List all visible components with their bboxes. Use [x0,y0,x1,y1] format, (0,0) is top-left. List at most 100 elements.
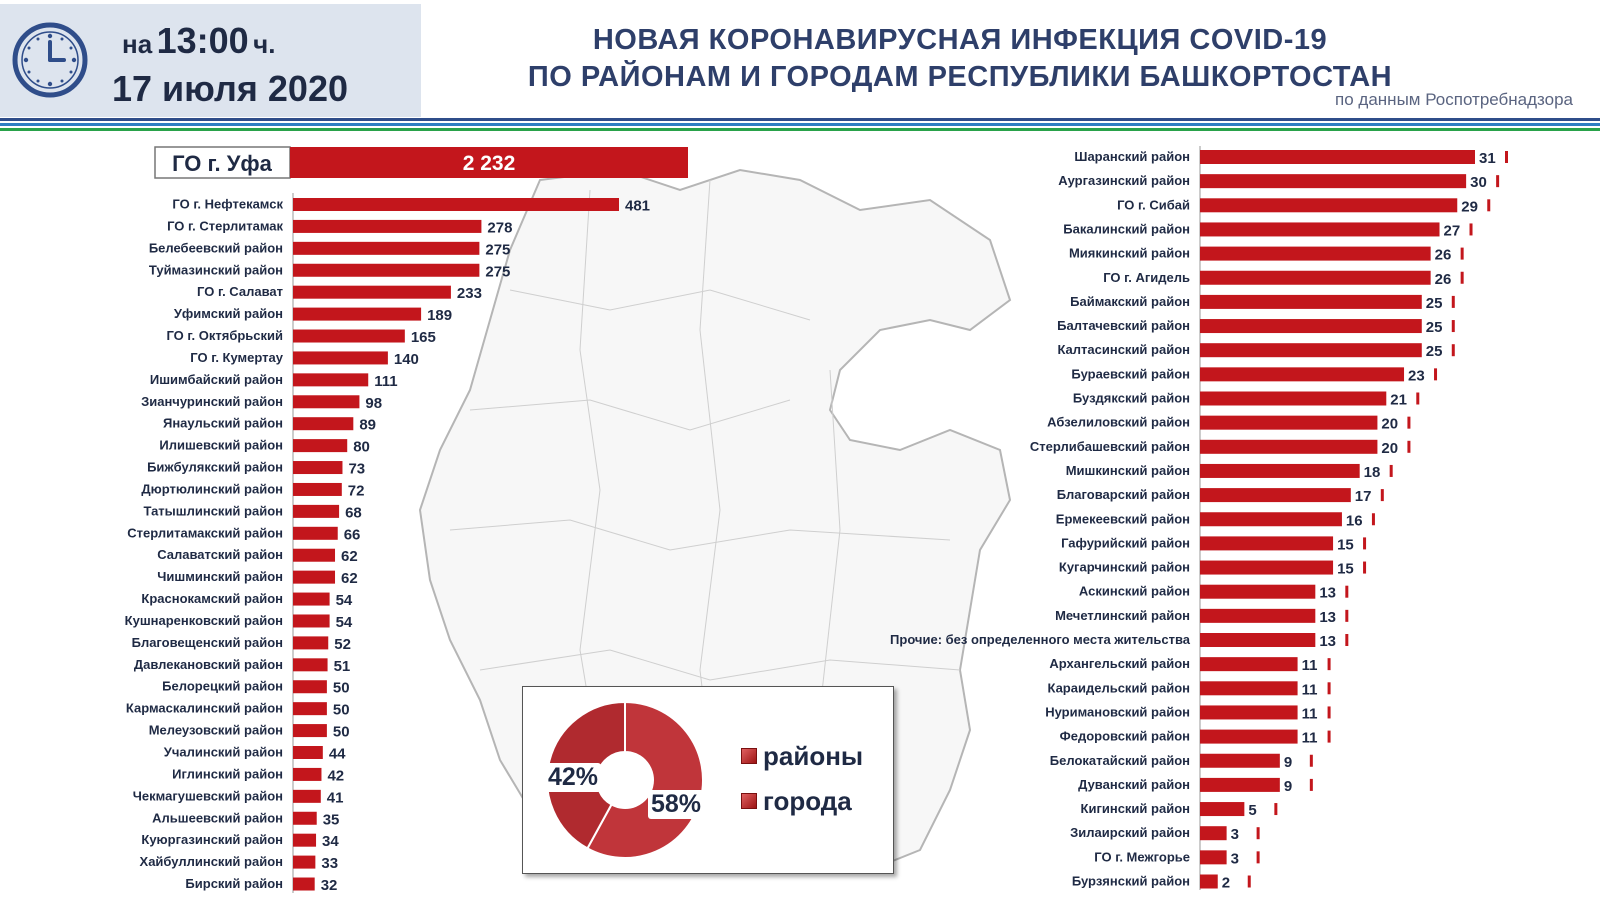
left-bar [293,373,369,387]
left-value-label: 54 [336,592,353,609]
left-category-label: Мелеузовский район [149,723,283,738]
right-category-label: Гафурийский район [1061,535,1190,550]
right-bar [1200,705,1298,720]
source-note: по данным Роспотребнадзора [1335,90,1573,109]
right-category-label: Балтачевский район [1057,318,1190,333]
right-bar-tick [1496,175,1500,188]
right-bar [1200,343,1422,358]
left-bar [293,263,480,277]
right-category-label: Архангельский район [1049,656,1190,671]
right-value-label: 11 [1302,681,1318,698]
left-value-label: 72 [348,482,365,499]
left-bar [293,526,338,540]
right-category-label: Аскинский район [1079,584,1190,599]
right-value-label: 31 [1479,150,1496,167]
right-bar-tick [1309,778,1313,791]
left-value-label: 50 [333,680,350,697]
right-bar [1200,536,1334,551]
right-bar [1200,367,1405,382]
left-bar [293,461,343,475]
left-category-label: Хайбуллинский район [140,854,283,869]
right-value-label: 25 [1426,319,1443,336]
left-value-label: 50 [333,702,350,719]
left-category-label: Чишминский район [157,569,283,584]
report-time: на 13:00 ч. [122,20,275,62]
right-value-label: 18 [1364,464,1381,481]
legend-item-cities: города [741,786,852,817]
divider-stripe-dark [0,118,1600,121]
left-category-label: Уфимский район [174,306,283,321]
right-bar-tick [1363,561,1367,574]
right-bar-tick [1247,875,1251,888]
right-bar-tick [1327,658,1331,671]
right-bar [1200,729,1298,744]
left-category-label: Туймазинский район [149,262,283,277]
left-bar [293,482,342,496]
right-bar [1200,319,1422,334]
left-bar [293,636,329,650]
left-bar [293,351,388,365]
right-bar [1200,415,1378,430]
right-bar-tick [1416,392,1420,405]
right-value-label: 9 [1284,754,1292,771]
right-bar-tick [1363,537,1367,550]
left-value-label: 80 [353,439,370,456]
right-category-label: Бураевский район [1071,366,1190,381]
right-bar [1200,753,1280,768]
left-category-label: Кушнаренковский район [125,613,283,628]
left-category-label: Бижбулякский район [147,460,283,475]
left-category-label: Иглинский район [172,766,283,781]
right-value-label: 11 [1302,730,1318,747]
time-prefix: на [122,29,153,59]
right-bar [1200,633,1316,647]
right-category-label: Аургазинский район [1058,173,1190,188]
right-bar-tick [1407,416,1411,429]
right-category-label: Прочие: без определенного места жительст… [890,632,1191,647]
left-value-label: 32 [321,877,338,894]
right-bar-tick [1460,271,1464,284]
right-bar [1200,777,1280,792]
right-bar [1200,512,1342,527]
title-line-2: ПО РАЙОНАМ И ГОРОДАМ РЕСПУБЛИКИ БАШКОРТО… [527,61,1393,93]
left-category-label: Давлекановский район [134,657,283,672]
right-value-label: 25 [1426,295,1443,312]
right-bar [1200,681,1298,696]
right-value-label: 2 [1222,875,1230,892]
right-bar [1200,657,1298,672]
left-value-label: 140 [394,351,419,368]
right-value-label: 15 [1337,561,1354,578]
right-bar-tick [1407,440,1411,453]
left-category-label: Татышлинский район [143,503,283,518]
left-bar [293,855,316,869]
left-category-label: ГО г. Нефтекамск [172,197,283,212]
right-bar-tick [1469,223,1473,236]
left-category-label: Учалинский район [164,745,283,760]
right-bar [1200,150,1475,164]
right-category-label: Нуримановский район [1045,704,1190,719]
left-value-label: 189 [427,307,452,324]
left-value-label: 44 [329,746,346,763]
right-bar-tick [1256,827,1260,840]
left-bar [293,833,317,847]
left-bar [293,395,360,409]
left-category-label: Дюртюлинский район [141,481,283,496]
right-value-label: 26 [1435,271,1452,288]
time-panel: на 13:00 ч. 17 июля 2020 [0,4,421,117]
left-bar [293,680,327,694]
right-value-label: 3 [1231,826,1239,843]
left-bar [293,329,405,343]
left-bar [293,789,321,803]
right-category-label: Благоварский район [1057,487,1190,502]
left-value-label: 41 [327,789,344,806]
right-bar-tick [1327,730,1331,743]
right-bar-tick [1256,851,1260,864]
right-value-label: 9 [1284,778,1292,795]
left-value-label: 165 [411,329,436,346]
left-category-label: Стерлитамакский район [127,525,283,540]
right-bar [1200,560,1334,575]
left-category-label: Салаватский район [157,547,283,562]
right-bar [1200,488,1351,503]
left-value-label: 62 [341,570,358,587]
left-category-label: Кармаскалинский район [126,701,283,716]
right-value-label: 20 [1381,440,1398,457]
